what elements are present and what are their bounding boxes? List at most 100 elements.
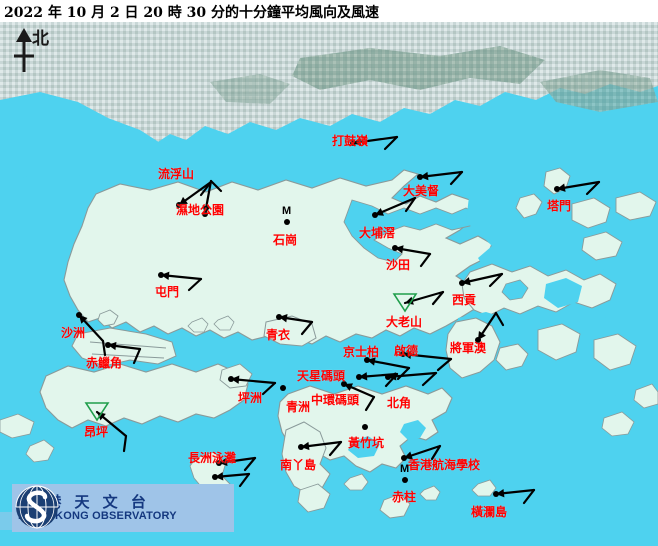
station-長洲泳灘[interactable] [216,456,257,472]
station-打鼓嶺[interactable] [350,135,399,151]
station-label-石崗[interactable]: 石崗 [273,233,298,247]
station-label-屯門[interactable]: 屯門 [155,285,180,299]
station-label-赤鱲角[interactable]: 赤鱲角 [86,356,123,370]
island-small-w1 [187,317,209,333]
island-small-sw [25,439,55,463]
station-南丫島[interactable] [298,440,343,457]
station-label-沙洲[interactable]: 沙洲 [61,326,86,340]
wind-barb-flag [488,272,504,288]
station-label-天星碼頭[interactable]: 天星碼頭 [297,369,346,383]
island-mirs-2 [571,197,611,229]
station-label-坪洲[interactable]: 坪洲 [238,391,263,405]
station-昂坪[interactable] [84,402,128,453]
station-marker-dot [364,357,370,363]
wind-barb-flag [364,395,376,412]
wind-shaft [386,371,438,379]
station-沙田[interactable] [392,245,432,268]
station-長洲[interactable] [212,472,251,488]
station-西貢[interactable] [459,272,504,288]
island-sha-chau [97,309,119,327]
station-label-橫瀾島[interactable]: 橫瀾島 [471,505,508,519]
station-赤柱[interactable] [402,477,408,483]
station-marker-dot [385,374,391,380]
station-石崗[interactable] [284,219,290,225]
station-濕地公園[interactable] [202,179,223,217]
wind-barb-flag [585,180,601,196]
station-label-黃竹坑[interactable]: 黃竹坑 [348,436,385,450]
station-label-將軍澳[interactable]: 將軍澳 [450,341,487,355]
station-大埔滘[interactable] [372,196,417,218]
station-marker-dot [392,245,398,251]
station-label-長洲泳灘[interactable]: 長洲泳灘 [188,451,237,465]
station-赤鱲角[interactable] [105,341,142,365]
station-label-濕地公園[interactable]: 濕地公園 [176,203,225,217]
hko-emblem-icon [15,485,59,529]
station-label-昂坪[interactable]: 昂坪 [84,425,109,439]
station-label-赤柱[interactable]: 赤柱 [392,490,417,504]
station-label-打鼓嶺[interactable]: 打鼓嶺 [332,134,369,148]
island-clearwater-2 [593,333,637,371]
station-marker-dot [356,374,362,380]
page-title: 2022 年 10 月 2 日 20 時 30 分的十分鐘平均風向及風速 [4,5,380,21]
station-label-中環碼頭[interactable]: 中環碼頭 [311,393,360,407]
sai-kung-island-1 [501,279,529,301]
station-塔門[interactable] [554,180,601,196]
station-marker-dot [216,460,222,466]
island-waglan [471,479,497,497]
station-label-流浮山[interactable]: 流浮山 [158,167,195,181]
station-黃竹坑[interactable] [362,424,368,430]
island-east-small [601,411,635,437]
station-label-沙田[interactable]: 沙田 [386,258,411,272]
station-marker-dot [362,424,368,430]
mainland-hill-patch-3 [210,74,290,104]
station-大老山[interactable] [392,290,445,313]
station-marker-dot [276,314,282,320]
wind-barb-flag [449,170,464,186]
station-label-青衣[interactable]: 青衣 [266,328,291,342]
wind-arrowhead [353,137,362,147]
station-marker-dot [350,140,356,146]
station-啟德[interactable] [400,350,453,372]
wind-arrowhead [219,457,228,467]
island-small-w2 [213,315,235,331]
station-label-塔門[interactable]: 塔門 [547,199,572,213]
station-label-西貢[interactable]: 西貢 [452,293,477,307]
station-橫瀾島[interactable] [493,488,536,505]
station-屯門[interactable] [158,271,203,292]
station-將軍澳[interactable] [475,311,505,343]
wind-barb-flag [494,311,505,327]
hki-south-bay-1 [348,436,380,458]
tolo-harbour [343,199,481,263]
station-中環碼頭[interactable] [341,381,376,412]
station-坪洲[interactable] [228,375,277,396]
station-青衣[interactable] [276,314,314,336]
north-arrow-label: 北 [32,29,49,49]
station-marker-dot [417,174,423,180]
station-m-flag: M [282,205,292,217]
station-label-北角[interactable]: 北角 [387,396,412,410]
station-北角[interactable] [385,371,438,387]
station-京士柏[interactable] [364,357,411,381]
station-label-青洲[interactable]: 青洲 [286,400,311,414]
station-label-啟德[interactable]: 啟德 [394,344,419,358]
station-label-香港航海學校[interactable]: 香港航海學校 [408,458,481,472]
station-青洲[interactable] [280,385,286,391]
wind-arrowhead [359,372,368,381]
station-label-京士柏[interactable]: 京士柏 [343,345,380,359]
station-label-南丫島[interactable]: 南丫島 [280,458,317,472]
station-label-大美督[interactable]: 大美督 [403,184,440,198]
station-沙洲[interactable] [76,312,107,357]
mainland-hill-patch-1 [292,46,545,90]
station-label-大埔滘[interactable]: 大埔滘 [359,226,396,240]
island-small-s2 [419,485,441,501]
station-大美督[interactable] [417,170,464,186]
station-香港航海學校[interactable] [401,444,442,461]
station-天星碼頭[interactable] [356,372,399,388]
station-label-大老山[interactable]: 大老山 [386,315,423,329]
map-canvas[interactable]: 北 打鼓嶺流浮山濕地公園 M 石崗 大美督塔門大埔滘沙田西貢 屯門沙洲赤鱲角 青衣 大老山將… [0,22,658,546]
wind-barb-flag [522,488,536,505]
wind-arrowhead [79,315,88,324]
island-clearwater-1 [537,323,581,361]
wind-barbs-layer [76,135,601,505]
